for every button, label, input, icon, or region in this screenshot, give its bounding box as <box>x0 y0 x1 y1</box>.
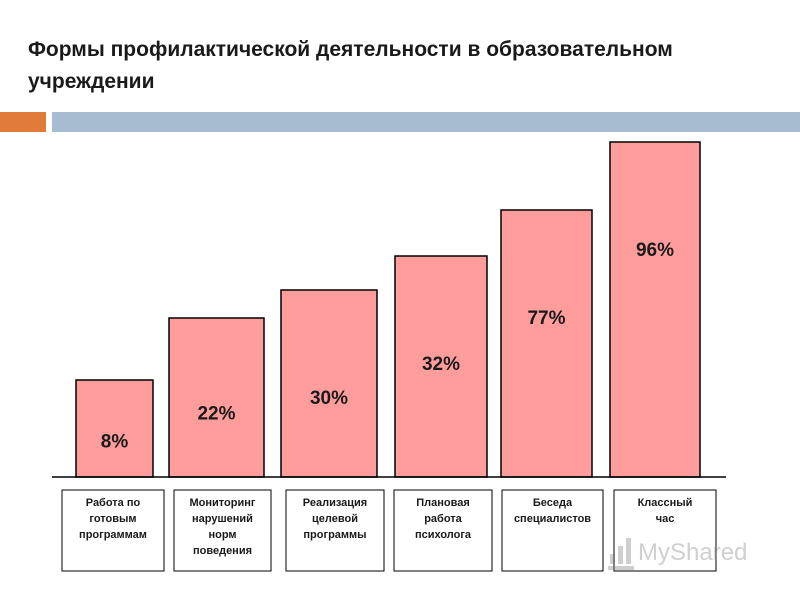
category-box-3 <box>285 489 385 572</box>
bar-value-label-6: 96% <box>636 240 674 261</box>
bar-value-label-3: 30% <box>310 388 348 409</box>
bar-value-label-2: 22% <box>197 403 235 424</box>
category-box-6 <box>613 489 717 572</box>
category-box-1 <box>61 489 165 572</box>
bar-2 <box>168 317 265 478</box>
watermark: MyShared <box>608 536 747 570</box>
bar-5 <box>500 209 593 478</box>
category-label-6: Классный час <box>638 497 693 525</box>
bar-6 <box>609 141 701 478</box>
category-label-2: Мониторинг нарушений норм поведения <box>190 497 256 557</box>
accent-bar-blue <box>52 112 800 132</box>
bar-4 <box>394 255 488 478</box>
category-box-2 <box>173 489 272 572</box>
category-box-4 <box>393 489 493 572</box>
category-label-5: Беседа специалистов <box>514 497 591 525</box>
category-label-4: Плановая работа психолога <box>415 497 472 541</box>
bar-1 <box>75 379 154 478</box>
category-label-1: Работа по готовым программам <box>79 497 147 541</box>
bar-value-label-5: 77% <box>527 308 565 329</box>
accent-bar-orange <box>0 112 46 132</box>
category-label-3: Реализация целевой программы <box>303 497 367 541</box>
watermark-text: MyShared <box>638 539 748 566</box>
bar-value-label-1: 8% <box>101 431 129 452</box>
bar-3 <box>280 289 378 478</box>
category-box-5 <box>501 489 604 572</box>
page-title: Формы профилактической деятельности в об… <box>28 38 673 93</box>
bar-value-label-4: 32% <box>422 354 460 375</box>
bar-chart-icon <box>608 536 634 570</box>
